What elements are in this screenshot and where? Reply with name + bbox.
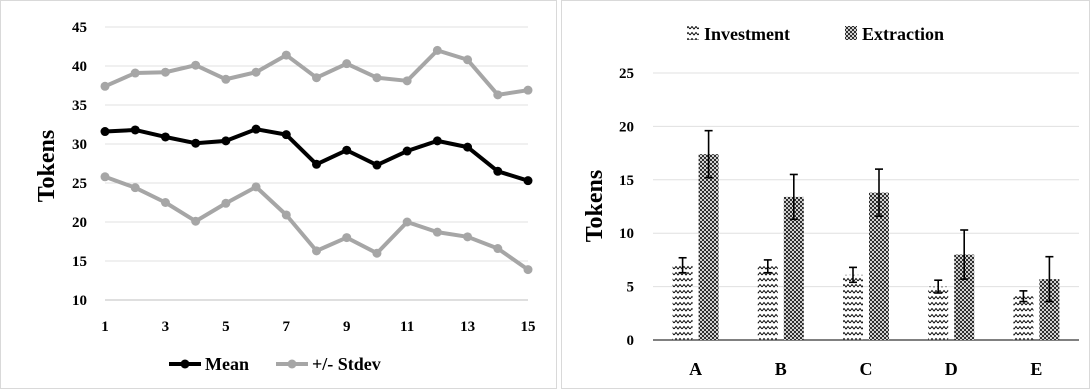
data-point (130, 183, 140, 193)
bar (954, 254, 975, 340)
bar (698, 154, 719, 340)
data-point (251, 182, 261, 192)
y-tick-label: 0 (627, 333, 635, 349)
x-tick-label: C (860, 359, 873, 379)
data-point (493, 166, 503, 176)
y-axis-label: Tokens (582, 170, 608, 243)
y-tick-label: 10 (72, 293, 87, 309)
data-point (402, 76, 412, 86)
series-line (104, 174, 530, 272)
y-tick-label: 15 (619, 173, 634, 189)
data-point (432, 136, 442, 146)
bar (843, 274, 863, 340)
data-point (100, 81, 110, 91)
line-chart-panel: 10 15 20 25 30 35 40 45 1 3 5 7 9 11 13 15 Tokens Mean… (0, 0, 557, 389)
data-point (402, 217, 412, 227)
data-point (221, 198, 231, 208)
data-point (493, 244, 503, 254)
data-point (160, 67, 170, 77)
data-point (281, 130, 291, 140)
x-tick-label: 11 (400, 319, 414, 335)
data-point (251, 124, 261, 134)
y-tick-label: 30 (72, 137, 87, 153)
data-point (463, 142, 473, 152)
data-point (463, 232, 473, 242)
data-point (191, 138, 201, 148)
data-point (191, 60, 201, 70)
legend-label: +/- Stdev (312, 354, 381, 374)
data-point (312, 159, 321, 169)
y-tick-label: 35 (72, 98, 87, 114)
data-point (100, 127, 110, 137)
y-tick-label: 20 (72, 215, 87, 231)
y-tick-label: 10 (619, 226, 634, 242)
data-point (523, 85, 533, 95)
bar (869, 192, 889, 340)
data-point (281, 50, 291, 60)
legend-marker (287, 359, 297, 369)
data-point (493, 90, 503, 100)
data-point (342, 233, 352, 243)
data-point (342, 145, 352, 155)
x-tick-label: E (1030, 359, 1042, 379)
data-point (372, 160, 382, 170)
x-tick-label: 3 (162, 319, 170, 335)
data-point (372, 73, 382, 83)
data-point (221, 136, 231, 146)
legend-marker (180, 359, 190, 369)
data-point (160, 198, 170, 207)
x-tick-label: 7 (283, 319, 291, 335)
legend-swatch (845, 26, 857, 40)
data-point (251, 67, 261, 77)
data-point (100, 172, 110, 182)
x-tick-label: D (945, 359, 958, 379)
x-tick-label: 5 (222, 319, 230, 335)
x-tick-label: A (689, 359, 702, 379)
legend-swatch (687, 26, 699, 40)
data-point (130, 125, 140, 135)
data-point (221, 74, 231, 84)
bar-chart: Investment Extraction 0 5 10 15 20 25 Tokens A… (582, 24, 1079, 379)
x-tick-label: B (775, 359, 787, 379)
data-point (402, 146, 412, 156)
data-point (160, 132, 170, 142)
y-tick-label: 45 (72, 20, 87, 36)
data-point (432, 45, 442, 55)
data-point (312, 246, 321, 256)
legend-label: Extraction (862, 24, 944, 44)
data-point (130, 68, 140, 78)
data-point (523, 265, 533, 275)
legend-label: Investment (704, 24, 790, 44)
y-tick-label: 25 (72, 176, 87, 192)
data-point (312, 73, 321, 83)
data-point (523, 176, 533, 186)
data-point (432, 227, 442, 237)
x-tick-label: 15 (521, 319, 536, 335)
bar (757, 266, 778, 340)
bar (928, 286, 949, 340)
bar (672, 265, 693, 340)
y-axis-label: Tokens (34, 130, 60, 203)
x-tick-label: 13 (460, 319, 475, 335)
bar (1013, 296, 1034, 340)
data-point (342, 59, 352, 69)
legend-label: Mean (205, 354, 249, 374)
y-tick-label: 15 (72, 254, 87, 270)
bar (1039, 279, 1060, 340)
data-point (191, 216, 201, 226)
y-tick-label: 25 (619, 66, 634, 82)
y-tick-label: 5 (627, 280, 635, 296)
data-point (372, 248, 382, 258)
bar (783, 196, 804, 340)
bar-chart-panel: Investment Extraction 0 5 10 15 20 25 Tokens A… (561, 0, 1090, 389)
data-point (281, 210, 291, 220)
x-tick-label: 9 (343, 319, 351, 335)
x-tick-label: 1 (101, 319, 109, 335)
y-tick-label: 40 (72, 59, 87, 75)
data-point (463, 55, 473, 65)
y-tick-label: 20 (619, 119, 634, 135)
